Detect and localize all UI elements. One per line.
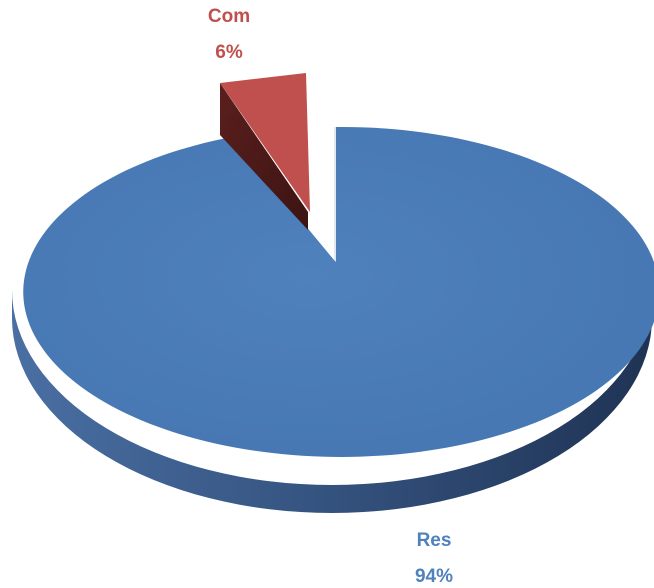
slice-com-face (220, 83, 308, 230)
slice-value-com: 6% (215, 42, 243, 63)
slice-res-cut (334, 127, 336, 262)
slice-value-res: 94% (415, 566, 453, 587)
slice-com (220, 73, 310, 212)
slice-label-com: Com (208, 6, 250, 27)
slice-label-res: Res (417, 530, 452, 551)
slice-res (23, 126, 654, 457)
